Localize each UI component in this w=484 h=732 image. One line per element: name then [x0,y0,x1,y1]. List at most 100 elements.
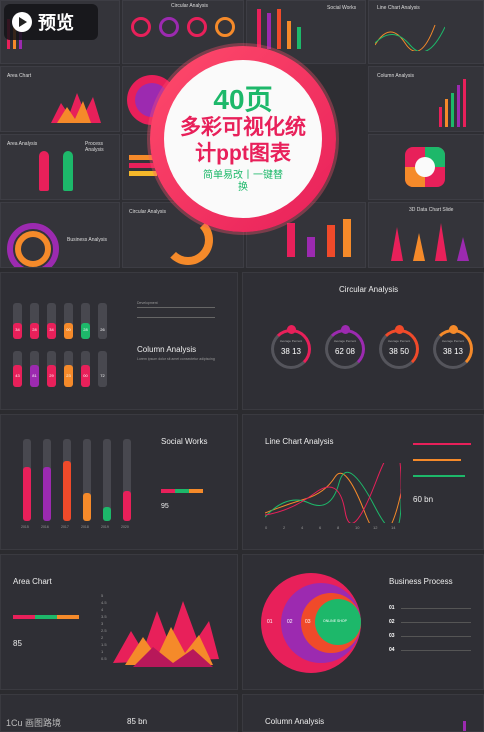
badge-title-line2: 计ppt图表 [195,141,291,165]
column-bar-value: 28 [32,327,37,332]
y-tick-label: 1.5 [101,642,107,647]
social-bar-track [123,439,131,521]
process-step-number: 03 [389,633,395,639]
column-bar-value: 00 [83,373,88,378]
ring-icon [287,325,296,334]
ring-value: 38 13 [280,347,302,356]
ring-caption: Average Percent [387,339,411,343]
preview-label: 预览 [38,13,74,33]
badge-page-count: 40页 [213,83,273,115]
ring-caption: Average Percent [279,339,303,343]
slide-column-analysis[interactable]: Development Column Analysis Lorem ipsum … [0,272,238,410]
y-tick-label: 0.5 [101,656,107,661]
slide-bottom-right[interactable]: Column Analysis [242,694,484,732]
column-bar-track [64,303,73,339]
column-bar-track [81,303,90,339]
social-x-label: 2020 [121,525,129,529]
stat-value: 85 bn [127,717,148,726]
thumbnail-grid: Circular Analysis Social Works Line Char… [0,0,484,268]
stat-value: 95 [161,503,169,510]
column-bar-track [47,303,56,339]
social-bar-track [103,439,111,521]
slide-title: Circular Analysis [339,285,399,294]
y-tick-label: 2.5 [101,628,107,633]
circle-label-1: 01 [267,619,273,625]
social-bar [63,461,71,521]
slide-circular-analysis[interactable]: Circular Analysis 38 13 Average Percent 62… [242,272,484,410]
y-tick-label: 1 [101,649,104,654]
thumb-5[interactable]: Area Chart [0,66,120,132]
column-bar [13,365,22,387]
y-tick-label: 3 [101,621,104,626]
column-bar [98,365,107,387]
social-x-label: 2018 [81,525,89,529]
slide-bottom-left[interactable]: 85 bn [0,694,238,732]
preview-button[interactable]: 预览 [4,4,98,40]
slide-line-chart[interactable]: Line Chart Analysis 60 bn 0 2 4 6 8 10 12 14 [242,414,484,550]
slide-title: Social Works [161,437,208,446]
column-bar-value: 23 [66,373,71,378]
ring-value: 38 13 [442,347,464,356]
social-bar [103,507,111,521]
process-step-number: 04 [389,647,395,653]
social-x-label: 2017 [61,525,69,529]
slide-title: Column Analysis [265,717,325,726]
center-label: ONLINE SHOP [323,619,347,623]
y-tick-label: 2 [101,635,104,640]
stat-value: 60 bn [413,495,434,504]
badge-subtitle: 简单易改丨一键替换 [203,169,283,193]
column-bar-track [98,303,107,339]
column-bar [13,323,22,339]
column-bar [64,365,73,387]
column-bar [30,323,39,339]
column-bar-value: 34 [49,327,54,332]
x-tick-label: 10 [355,525,360,530]
x-tick-label: 0 [265,525,268,530]
x-tick-label: 6 [319,525,322,530]
social-x-label: 2015 [21,525,29,529]
process-step-line [401,622,471,623]
thumb-2[interactable]: Circular Analysis [122,0,244,64]
thumb-12[interactable]: Circular Analysis [122,202,244,268]
line-chart [265,463,401,523]
column-bar-value: 81 [32,373,37,378]
column-bar [47,323,56,339]
development-label: Development [137,301,158,305]
promo-badge: 40页 多彩可视化统 计ppt图表 简单易改丨一键替换 [150,46,336,232]
badge-title-line1: 多彩可视化统 [180,115,306,139]
ring-icon [341,325,350,334]
thumb-10[interactable] [368,134,484,200]
social-bar-track [83,439,91,521]
social-x-label: 2019 [101,525,109,529]
column-bar-track [13,303,22,339]
ring-icon [395,325,404,334]
slide-business-process[interactable]: 01 02 03 ONLINE SHOP Business Process 01… [242,554,484,690]
y-tick-label: 4 [101,607,104,612]
x-tick-label: 4 [301,525,304,530]
social-bar [123,491,131,521]
column-bar-value: 43 [15,373,20,378]
column-bar [98,323,107,339]
thumb-11[interactable]: Business Analysis [0,202,120,268]
process-step-line [401,650,471,651]
slide-area-chart[interactable]: Area Chart 85 5 4.5 4 3.5 3 2.5 2 1.5 1 0.5 [0,554,238,690]
column-bar-value: 34 [15,327,20,332]
column-bar [81,323,90,339]
slide-title: Area Chart [13,577,52,586]
thumb-8[interactable]: Area Analysis Process Analysis [0,134,120,200]
column-bar-track [30,303,39,339]
thumb-4[interactable]: Line Chart Analysis [368,0,484,64]
column-bar-value: 29 [49,373,54,378]
thumb-7[interactable]: Column Analysis [368,66,484,132]
column-bar-value: 72 [100,373,105,378]
y-tick-label: 4.5 [101,600,107,605]
column-bar-value: 26 [100,327,105,332]
ring-value: 62 08 [334,347,356,356]
x-tick-label: 2 [283,525,286,530]
x-tick-label: 14 [391,525,396,530]
stat-value: 85 [13,639,22,648]
slide-social-works[interactable]: Social Works 95 2015 2016 2017 2018 2019 2020 [0,414,238,550]
column-bar [30,365,39,387]
thumb-14[interactable]: 3D Data Chart Slide [368,202,484,268]
process-step-number: 02 [389,619,395,625]
